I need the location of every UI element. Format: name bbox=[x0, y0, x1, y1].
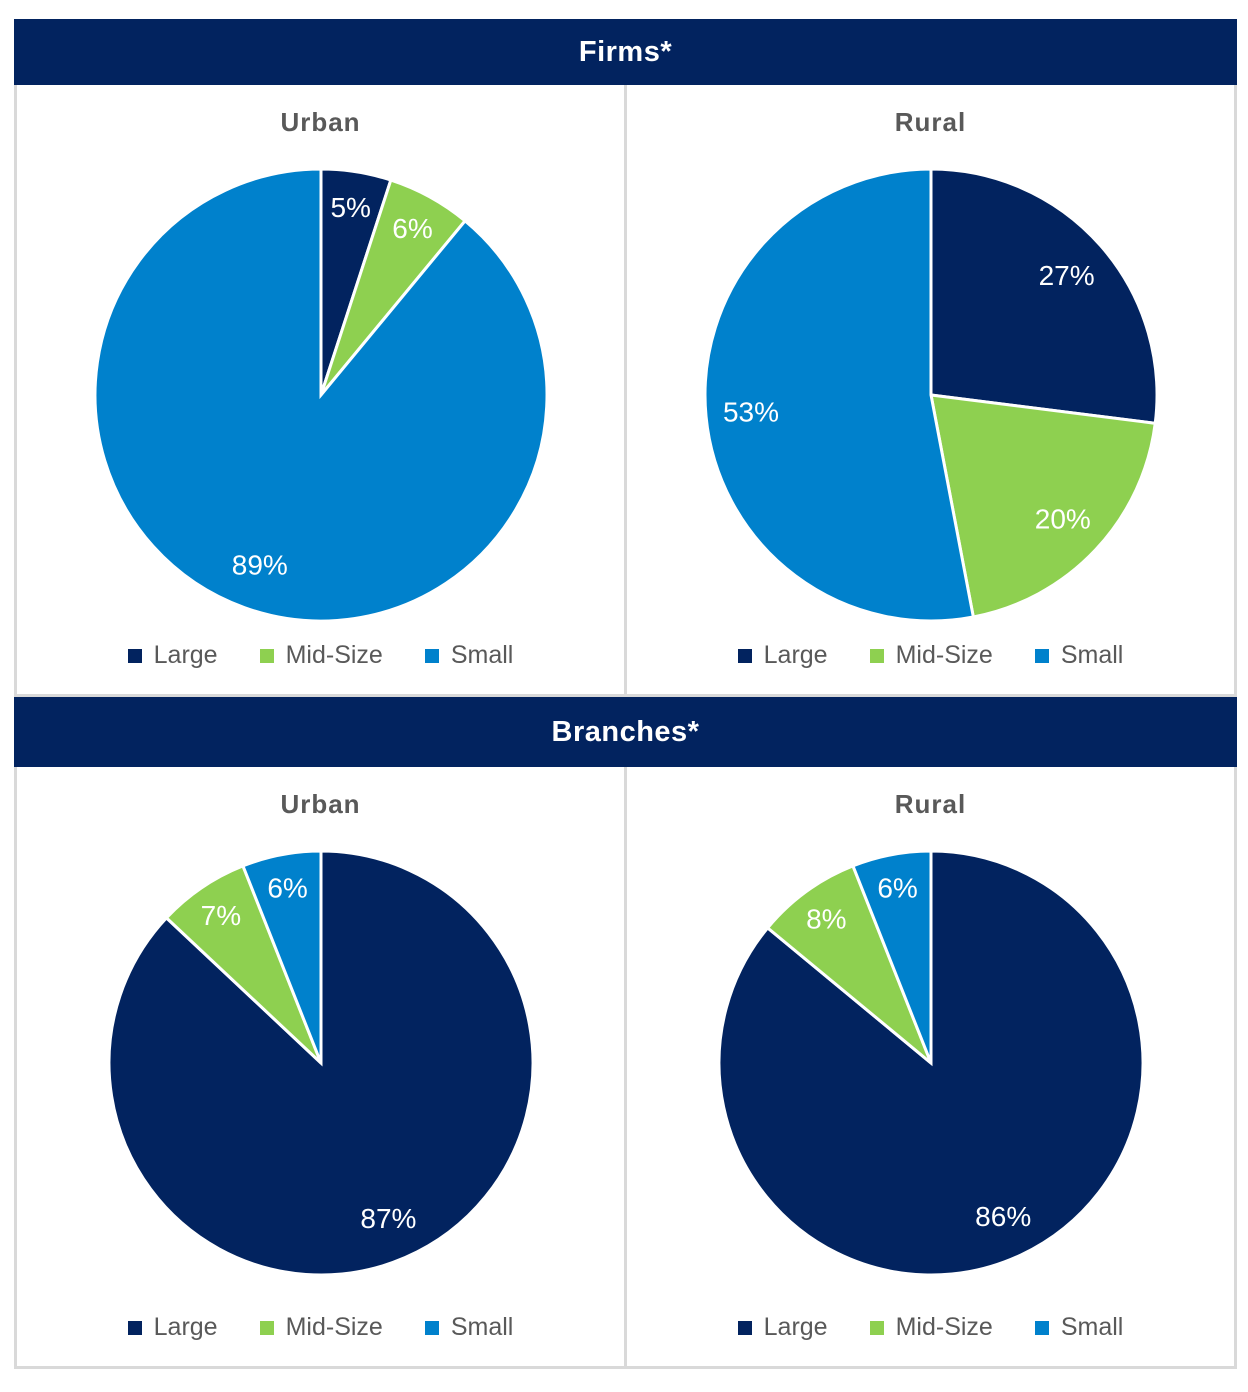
slice-label-large: 86% bbox=[975, 1201, 1031, 1232]
legend-item-small: Small bbox=[1034, 641, 1124, 670]
slice-label-large: 87% bbox=[360, 1203, 416, 1234]
legend-label-large: Large bbox=[763, 641, 828, 669]
legend-label-mid-size: Mid-Size bbox=[285, 1313, 383, 1341]
legend-label-small: Small bbox=[450, 641, 514, 669]
legend-swatch-large bbox=[737, 1320, 752, 1335]
pie-slice-mid-size bbox=[765, 863, 932, 1065]
legend-label-large: Large bbox=[153, 1313, 218, 1341]
legend-branches-urban: Large Mid-Size Small bbox=[127, 1313, 514, 1342]
legend-swatch-small bbox=[424, 1320, 439, 1335]
legend-label-small: Small bbox=[1060, 641, 1124, 669]
legend-item-small: Small bbox=[424, 1313, 514, 1342]
chart-title-firms-urban: Urban bbox=[280, 107, 361, 137]
branches-row: Urban 87% 7% 6% Large Mid-Size Small Rural bbox=[14, 767, 1237, 1369]
legend-swatch-small bbox=[1034, 1320, 1049, 1335]
chart-title-branches-rural: Rural bbox=[894, 789, 967, 819]
slice-label-small: 53% bbox=[722, 397, 778, 428]
pie-chart-branches-urban: 87% 7% 6% bbox=[106, 848, 536, 1278]
legend-item-large: Large bbox=[127, 1313, 218, 1342]
pie-slice-mid-size bbox=[928, 393, 1157, 619]
pie-svg: 5% 6% 89% bbox=[93, 167, 549, 623]
legend-label-mid-size: Mid-Size bbox=[285, 641, 383, 669]
pie-chart-firms-rural: 27% 20% 53% bbox=[702, 166, 1160, 624]
legend-swatch-large bbox=[127, 648, 142, 663]
legend-item-small: Small bbox=[424, 641, 514, 670]
legend-swatch-mid-size bbox=[259, 648, 274, 663]
legend-label-small: Small bbox=[450, 1313, 514, 1341]
legend-item-large: Large bbox=[737, 1313, 828, 1342]
panel-title-firms: Firms* bbox=[578, 35, 673, 68]
legend-label-small: Small bbox=[1060, 1313, 1124, 1341]
pie-cell-firms-rural: Rural 27% 20% 53% Large Mid-Size Small bbox=[624, 85, 1234, 694]
legend-swatch-large bbox=[127, 1320, 142, 1335]
legend-item-mid-size: Mid-Size bbox=[869, 1313, 993, 1342]
legend-swatch-mid-size bbox=[259, 1320, 274, 1335]
slice-label-mid-size: 6% bbox=[392, 213, 432, 244]
chart-title-firms-rural: Rural bbox=[894, 107, 967, 137]
legend-item-mid-size: Mid-Size bbox=[869, 641, 993, 670]
legend-label-large: Large bbox=[153, 641, 218, 669]
panel-header-branches: Branches* bbox=[14, 697, 1237, 767]
chart-title-branches-urban: Urban bbox=[280, 789, 361, 819]
pie-cell-branches-rural: Rural 86% 8% 6% Large Mid-Size Small bbox=[624, 767, 1234, 1366]
pie-chart-firms-urban: 5% 6% 89% bbox=[92, 166, 550, 624]
legend-swatch-small bbox=[1034, 648, 1049, 663]
legend-item-mid-size: Mid-Size bbox=[259, 1313, 383, 1342]
pie-slice-small bbox=[240, 849, 322, 1064]
pie-svg: 87% 7% 6% bbox=[107, 849, 534, 1277]
pie-chart-branches-rural: 86% 8% 6% bbox=[716, 848, 1146, 1278]
panel-title-branches: Branches* bbox=[551, 715, 700, 748]
legend-firms-rural: Large Mid-Size Small bbox=[737, 641, 1124, 670]
slice-label-small: 6% bbox=[267, 873, 307, 904]
legend-firms-urban: Large Mid-Size Small bbox=[127, 641, 514, 670]
legend-item-large: Large bbox=[737, 641, 828, 670]
pie-cell-firms-urban: Urban 5% 6% 89% Large Mid-Size Small bbox=[17, 85, 624, 694]
legend-label-large: Large bbox=[763, 1313, 828, 1341]
slice-label-mid-size: 7% bbox=[200, 900, 240, 931]
legend-branches-rural: Large Mid-Size Small bbox=[737, 1313, 1124, 1342]
legend-item-mid-size: Mid-Size bbox=[259, 641, 383, 670]
pie-slice-small bbox=[703, 167, 975, 623]
pie-slice-small bbox=[93, 167, 549, 623]
legend-item-small: Small bbox=[1034, 1313, 1124, 1342]
legend-swatch-mid-size bbox=[869, 648, 884, 663]
legend-swatch-large bbox=[737, 648, 752, 663]
pie-slice-large bbox=[929, 167, 1158, 426]
slice-label-mid-size: 20% bbox=[1034, 503, 1090, 534]
slice-label-large: 5% bbox=[330, 192, 370, 223]
slice-label-large: 27% bbox=[1038, 260, 1094, 291]
legend-swatch-small bbox=[424, 648, 439, 663]
pie-svg: 27% 20% 53% bbox=[703, 167, 1158, 623]
firms-row: Urban 5% 6% 89% Large Mid-Size Small Rural bbox=[14, 85, 1237, 697]
legend-label-mid-size: Mid-Size bbox=[895, 641, 993, 669]
legend-swatch-mid-size bbox=[869, 1320, 884, 1335]
legend-label-mid-size: Mid-Size bbox=[895, 1313, 993, 1341]
chart-board: Firms* Urban 5% 6% 89% Large Mid-Size Smal… bbox=[14, 19, 1237, 1369]
slice-label-mid-size: 8% bbox=[806, 903, 846, 934]
pie-cell-branches-urban: Urban 87% 7% 6% Large Mid-Size Small bbox=[17, 767, 624, 1366]
pie-svg: 86% 8% 6% bbox=[717, 849, 1144, 1277]
pie-slice-small bbox=[850, 849, 932, 1064]
slice-label-small: 6% bbox=[877, 873, 917, 904]
slice-label-small: 89% bbox=[231, 550, 287, 581]
legend-item-large: Large bbox=[127, 641, 218, 670]
panel-header-firms: Firms* bbox=[14, 19, 1237, 85]
